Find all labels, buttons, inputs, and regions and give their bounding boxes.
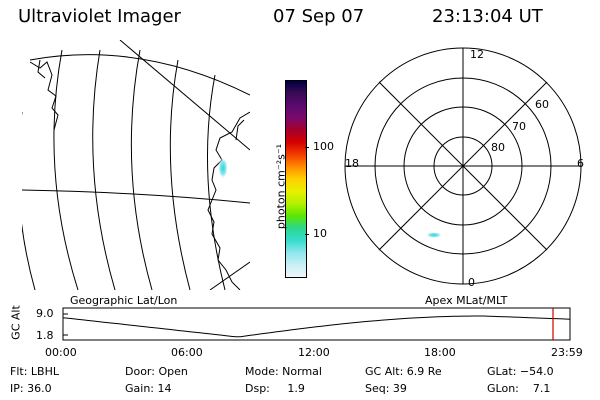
orbit-xtick: 12:00 — [298, 346, 330, 359]
ip-info: IP: 36.0 — [10, 382, 52, 395]
lon-line — [209, 261, 250, 290]
lon-line — [22, 189, 250, 204]
colorbar-tick — [305, 234, 309, 235]
colorbar-tick — [305, 147, 309, 148]
apex-panel-label: Apex MLat/MLT — [425, 294, 508, 307]
aurora-blob-polar — [426, 232, 442, 238]
orbit-plot-frame — [62, 307, 571, 341]
orbit-ytick-bottom: 1.8 — [36, 329, 54, 342]
geographic-panel-label: Geographic Lat/Lon — [70, 294, 178, 307]
orbit-xtick: 18:00 — [424, 346, 456, 359]
mlt-label-top: 12 — [470, 48, 484, 61]
mlat-label-70: 70 — [512, 120, 526, 133]
lat-arc — [206, 74, 226, 290]
lat-arc — [22, 112, 36, 290]
orbit-xtick: 00:00 — [45, 346, 77, 359]
lon-line — [119, 40, 250, 151]
door-info: Door: Open — [125, 365, 188, 378]
glon-info: GLon: 7.1 — [487, 382, 551, 395]
orbit-xtick: 23:59 — [551, 346, 583, 359]
dsp-info: Dsp: 1.9 — [245, 382, 305, 395]
colorbar-label: photon cm⁻²s⁻¹ — [274, 143, 288, 230]
instrument-title: Ultraviolet Imager — [18, 6, 181, 27]
coastline — [207, 111, 250, 290]
mode-info: Mode: Normal — [245, 365, 322, 378]
colorbar-tick-label: 100 — [313, 140, 334, 153]
aurora-blob — [218, 157, 228, 179]
filter-info: Flt: LBHL — [10, 365, 59, 378]
orbit-ytick-top: 9.0 — [36, 307, 54, 320]
lat-arc — [130, 49, 153, 290]
mlt-label-left: 18 — [345, 157, 359, 170]
orbit-altitude-curve — [62, 315, 571, 338]
orbit-xtick: 06:00 — [171, 346, 203, 359]
mlt-diagonal — [378, 81, 548, 251]
seq-info: Seq: 39 — [365, 382, 407, 395]
orbit-ylabel: GC Alt — [9, 305, 23, 340]
lat-arc — [92, 49, 116, 290]
mlat-label-60: 60 — [535, 98, 549, 111]
coastline — [37, 59, 46, 79]
date-label: 07 Sep 07 — [273, 6, 365, 27]
lat-arc — [53, 49, 79, 290]
time-label: 23:13:04 UT — [432, 6, 543, 27]
lat-arc — [29, 54, 250, 96]
mlt-label-right: 6 — [577, 157, 584, 170]
coastline — [235, 119, 245, 141]
coastline — [29, 61, 59, 131]
colorbar — [285, 80, 307, 278]
lat-arc — [169, 59, 191, 290]
polar-grid — [344, 47, 582, 285]
mlt-label-bottom: 0 — [468, 276, 475, 289]
mlat-label-80: 80 — [491, 141, 505, 154]
gc-alt-info: GC Alt: 6.9 Re — [365, 365, 442, 378]
gain-info: Gain: 14 — [125, 382, 172, 395]
glat-info: GLat: −54.0 — [487, 365, 554, 378]
colorbar-gradient — [286, 81, 306, 277]
colorbar-tick-label: 10 — [313, 227, 327, 240]
